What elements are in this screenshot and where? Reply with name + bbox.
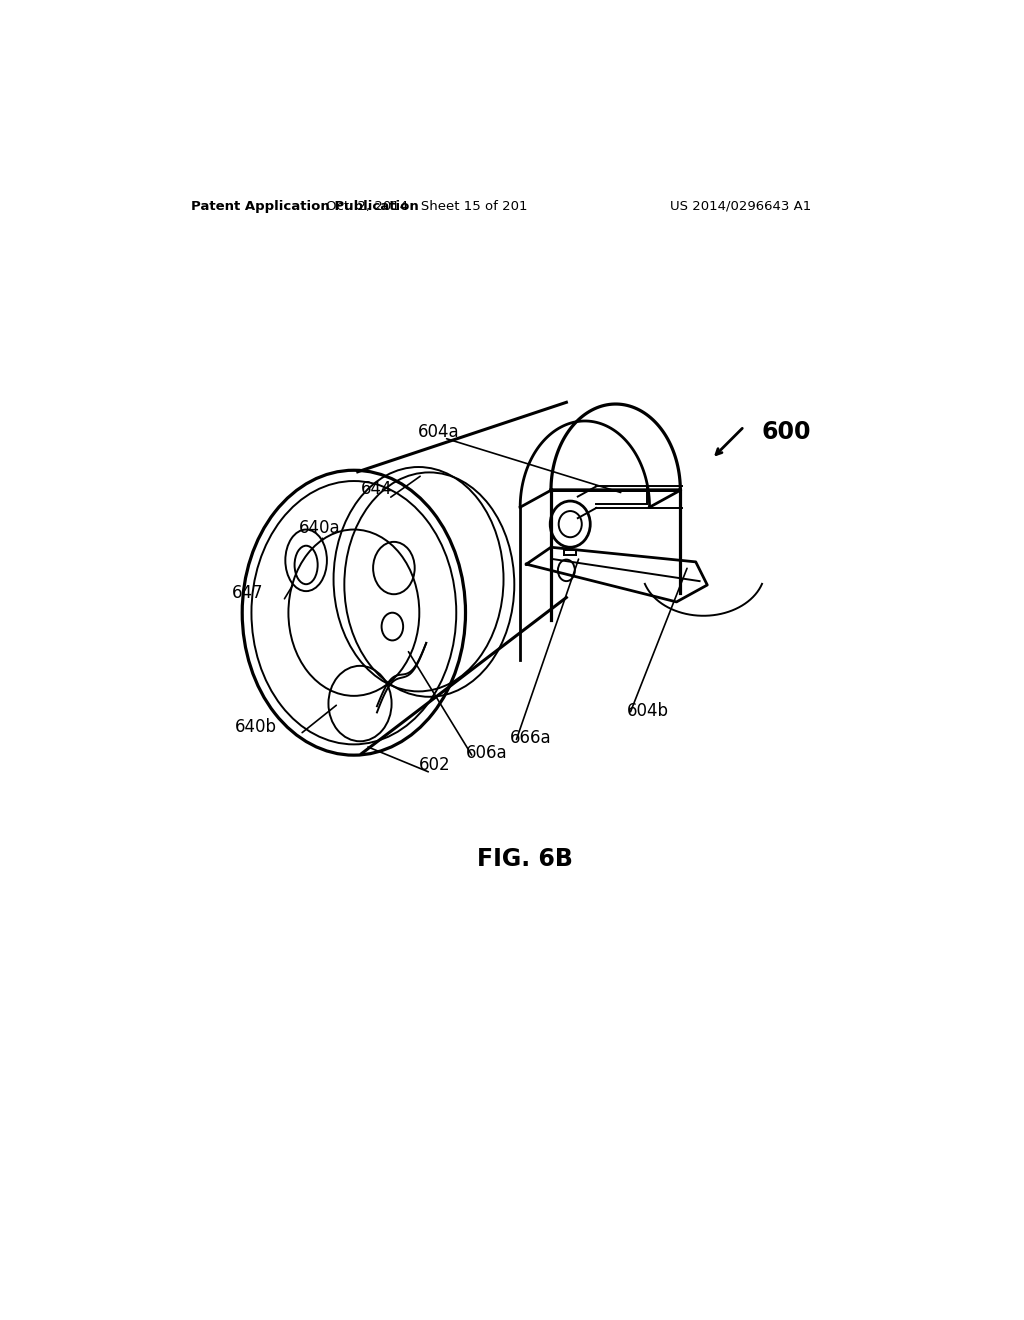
- Text: 640a: 640a: [298, 519, 340, 537]
- Text: Oct. 2, 2014   Sheet 15 of 201: Oct. 2, 2014 Sheet 15 of 201: [327, 199, 527, 213]
- Text: 604b: 604b: [628, 702, 670, 721]
- Text: 604a: 604a: [418, 422, 460, 441]
- Text: 666a: 666a: [509, 729, 551, 747]
- Text: 647: 647: [231, 585, 263, 602]
- Text: 644: 644: [361, 480, 393, 499]
- Text: FIG. 6B: FIG. 6B: [477, 847, 572, 871]
- Text: Patent Application Publication: Patent Application Publication: [190, 199, 419, 213]
- Text: 600: 600: [762, 420, 811, 444]
- Text: 606a: 606a: [466, 744, 507, 762]
- Text: US 2014/0296643 A1: US 2014/0296643 A1: [670, 199, 811, 213]
- Text: 640b: 640b: [234, 718, 276, 735]
- Text: 602: 602: [419, 756, 451, 774]
